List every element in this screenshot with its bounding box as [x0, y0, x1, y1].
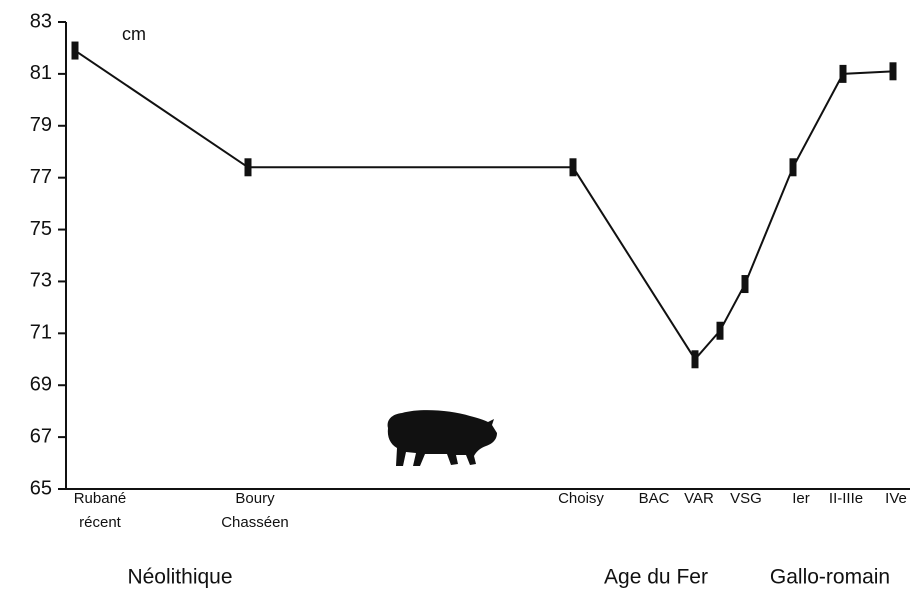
x-tick-label: Ier [792, 490, 810, 507]
period-label: Age du Fer [604, 566, 708, 589]
y-tick-label: 77 [30, 166, 52, 188]
y-tick-label: 81 [30, 62, 52, 84]
x-tick-label: BAC [639, 490, 670, 507]
data-line [74, 49, 894, 361]
x-tick-label: Rubané récent [74, 490, 127, 531]
data-point [691, 350, 699, 369]
x-tick-label: IVe [885, 490, 907, 507]
data-point [71, 41, 79, 60]
y-tick-label: 83 [30, 10, 52, 32]
y-tick-label: 65 [30, 477, 52, 499]
data-point [741, 275, 749, 294]
pig-icon [387, 410, 497, 466]
data-point [569, 158, 577, 177]
period-label: Néolithique [127, 566, 232, 589]
x-tick-label: Choisy [558, 490, 604, 507]
y-axis-label: cm [122, 24, 146, 44]
data-point [789, 158, 797, 177]
x-tick-label: II-IIIe [829, 490, 863, 507]
y-tick-label: 71 [30, 322, 52, 344]
x-tick-label: Boury Chasséen [221, 490, 289, 531]
data-point [244, 158, 252, 177]
y-tick-label: 69 [30, 374, 52, 396]
y-tick-label: 73 [30, 270, 52, 292]
y-tick-label: 79 [30, 114, 52, 136]
data-point [716, 321, 724, 340]
x-tick-label: VSG [730, 490, 762, 507]
data-point [889, 62, 897, 81]
period-label: Gallo-romain [770, 566, 890, 589]
x-tick-label: VAR [684, 490, 714, 507]
data-point [839, 64, 847, 83]
y-tick-label: 67 [30, 425, 52, 447]
y-tick-label: 75 [30, 218, 52, 240]
